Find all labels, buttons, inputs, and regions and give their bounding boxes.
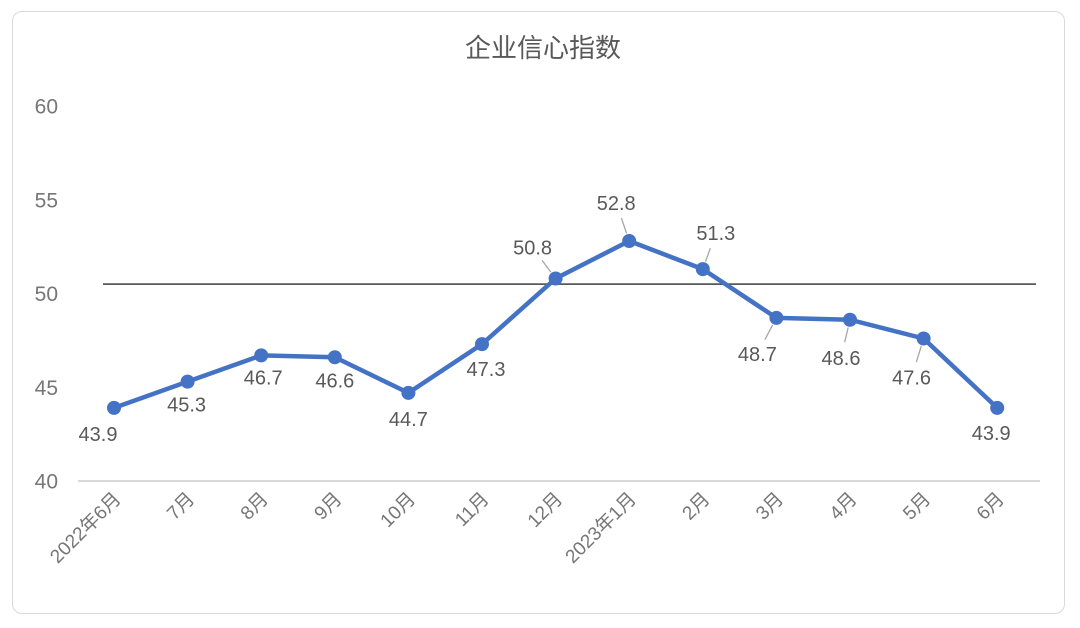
chart-title: 企业信心指数	[465, 33, 621, 63]
x-tick-label: 7月	[163, 489, 199, 525]
data-point-label: 44.7	[389, 409, 428, 431]
data-point	[180, 374, 195, 389]
data-point-label: 48.6	[822, 348, 861, 370]
data-point-label: 45.3	[167, 395, 206, 417]
data-point	[622, 234, 637, 248]
x-tick-label: 2023年1月	[561, 488, 641, 568]
y-tick-label: 60	[35, 96, 58, 119]
leader-line	[704, 247, 711, 262]
x-tick-label: 9月	[311, 489, 347, 525]
data-point-label: 46.7	[244, 367, 283, 389]
data-point	[916, 331, 931, 346]
data-point-label: 47.3	[467, 359, 506, 381]
data-point	[107, 400, 121, 415]
data-point	[548, 271, 563, 286]
data-point-label: 52.8	[597, 193, 636, 215]
y-tick-label: 50	[35, 283, 58, 306]
x-tick-label: 6月	[973, 489, 1009, 525]
data-point	[254, 348, 269, 363]
data-point	[843, 312, 857, 327]
x-tick-label: 11月	[451, 489, 493, 531]
data-point-label: 47.6	[892, 368, 931, 390]
data-point-label: 51.3	[696, 223, 735, 245]
data-point-label: 50.8	[513, 238, 552, 260]
chart-card	[12, 11, 1065, 614]
data-point-label: 43.9	[972, 423, 1011, 445]
y-tick-label: 55	[35, 189, 58, 212]
x-tick-label: 5月	[899, 489, 935, 525]
leader-line	[764, 324, 774, 341]
data-point	[327, 350, 342, 365]
x-tick-label: 12月	[524, 489, 567, 532]
y-tick-label: 40	[35, 471, 58, 494]
data-point-label: 48.7	[738, 344, 777, 366]
leader-line	[915, 345, 922, 363]
data-point	[695, 262, 710, 277]
x-tick-label: 4月	[826, 489, 862, 525]
leader-line	[620, 217, 628, 234]
leader-line	[541, 259, 552, 273]
x-tick-label: 8月	[237, 489, 273, 525]
data-point	[990, 400, 1005, 415]
x-tick-label: 10月	[377, 489, 420, 532]
data-point	[401, 385, 416, 400]
x-tick-label: 2022年6月	[46, 488, 126, 568]
y-tick-label: 45	[35, 377, 58, 400]
data-point-label: 46.6	[315, 370, 354, 392]
x-tick-label: 3月	[752, 489, 788, 525]
data-point	[769, 310, 784, 325]
data-point-label: 43.9	[79, 424, 118, 446]
leader-line	[844, 327, 849, 343]
x-tick-label: 2月	[679, 489, 715, 525]
data-point	[475, 337, 489, 352]
